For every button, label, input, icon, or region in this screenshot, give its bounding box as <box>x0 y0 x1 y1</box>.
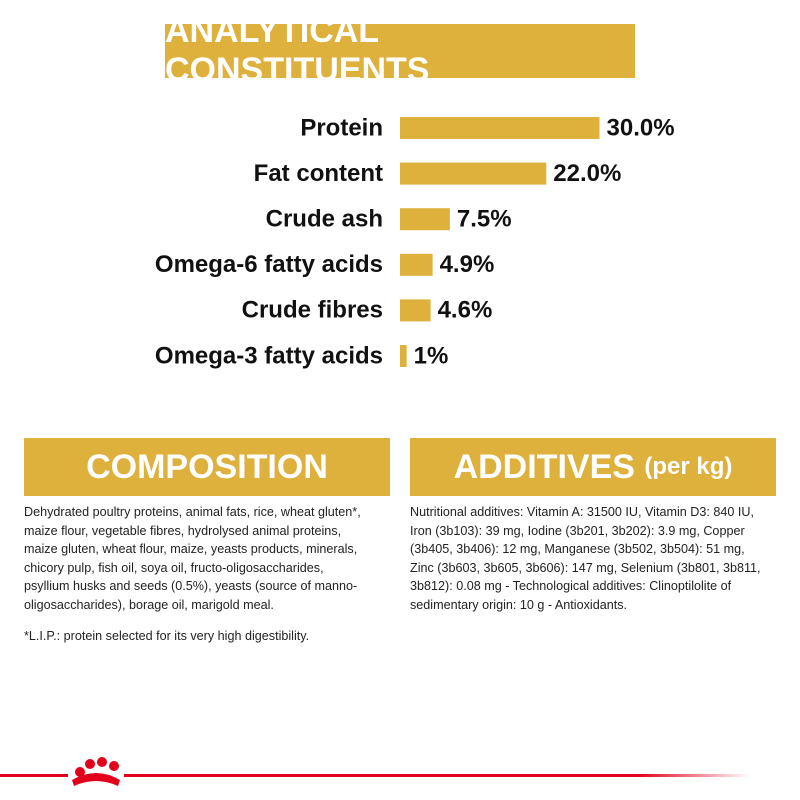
category-label: Omega-3 fatty acids <box>155 342 383 369</box>
text-line: chicory pulp, fish oil, soya oil, fructo… <box>24 560 324 575</box>
chart-title: ANALYTICAL CONSTITUENTS <box>165 12 430 89</box>
value-label: 4.9% <box>440 251 495 278</box>
footer-line <box>0 774 750 777</box>
text-line: oligosaccharides), borage oil, marigold … <box>24 597 274 612</box>
category-label: Protein <box>300 114 383 141</box>
title-banner: ANALYTICAL CONSTITUENTS <box>165 12 635 89</box>
composition-text: Dehydrated poultry proteins, animal fats… <box>24 503 361 615</box>
text-line: sedimentary origin: 10 g - Antioxidants. <box>410 597 628 612</box>
category-label: Fat content <box>254 160 383 187</box>
value-label: 30.0% <box>607 114 675 141</box>
chart: Protein 30.0% Fat content 22.0% Crude ash 7.5… <box>155 114 675 369</box>
text-line: 3b812): 0.08 mg - Technological additive… <box>410 579 732 594</box>
composition-banner: COMPOSITION <box>24 438 390 496</box>
footer <box>0 756 750 792</box>
value-label: 22.0% <box>553 160 621 187</box>
text-line: (3b405, 3b406): 12 mg, Manganese (3b502,… <box>410 542 745 557</box>
bar <box>400 253 433 276</box>
text-line: maize gluten, wheat flour, maize, yeasts… <box>24 542 358 557</box>
text-line: Iron (3b103): 39 mg, Iodine (3b201, 3b20… <box>410 523 745 538</box>
bar <box>400 345 407 367</box>
additives-text: Nutritional additives: Vitamin A: 31500 … <box>410 503 761 615</box>
logo <box>68 756 124 792</box>
category-label: Crude ash <box>266 206 383 233</box>
bar <box>400 117 600 139</box>
value-label: 1% <box>414 342 449 369</box>
text-line: maize flour, vegetable fibres, hydrolyse… <box>24 523 342 538</box>
bar <box>400 299 431 322</box>
category-label: Crude fibres <box>242 297 383 324</box>
composition-title: COMPOSITION <box>86 447 328 486</box>
composition-note: *L.I.P.: protein selected for its very h… <box>24 629 310 643</box>
bar <box>400 162 547 185</box>
additives-unit: (per kg) <box>644 453 733 480</box>
text-line: Nutritional additives: Vitamin A: 31500 … <box>410 505 754 519</box>
additives-title: ADDITIVES <box>453 447 635 486</box>
text-line: Dehydrated poultry proteins, animal fats… <box>24 505 361 519</box>
text-line: Zinc (3b603, 3b605, 3b606): 147 mg, Sele… <box>410 560 761 575</box>
value-label: 7.5% <box>457 206 512 233</box>
additives-banner: ADDITIVES (per kg) <box>410 438 776 496</box>
text-line: psyllium husks and seeds (0.5%), yeasts … <box>24 579 358 594</box>
category-label: Omega-6 fatty acids <box>155 251 383 278</box>
bar <box>400 208 450 231</box>
value-label: 4.6% <box>438 297 493 324</box>
